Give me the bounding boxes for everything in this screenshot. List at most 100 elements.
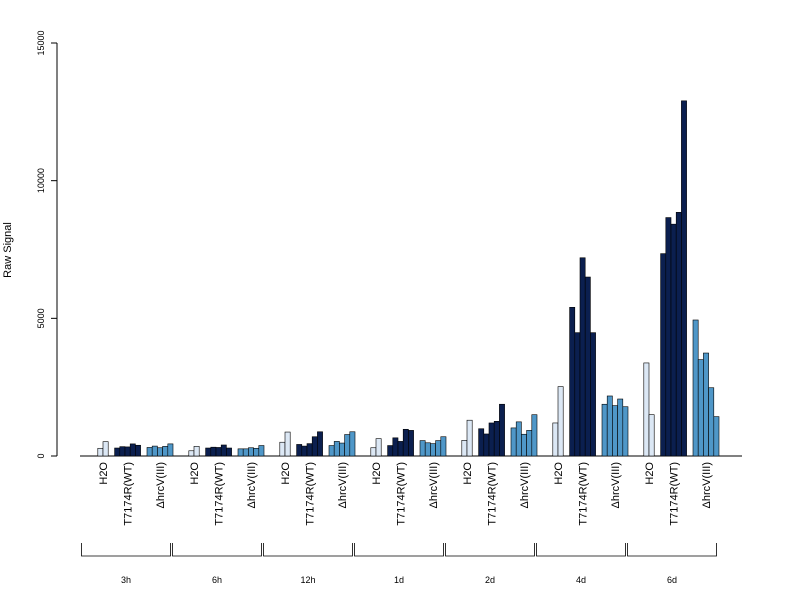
time-label: 1d — [394, 575, 404, 585]
y-tick-label: 0 — [36, 453, 46, 458]
bar-3h-1-4 — [135, 444, 141, 457]
bar-3h-1-2 — [124, 446, 131, 457]
subgroup-label: ΔhrcV(III) — [428, 462, 440, 508]
bar-1d-2-1 — [424, 442, 431, 457]
bar-1d-2-0 — [419, 440, 426, 457]
bars — [97, 100, 720, 457]
bar-1d-0-0 — [370, 447, 377, 457]
subgroup-label: H2O — [644, 462, 656, 485]
bar-3h-0-0 — [97, 447, 104, 457]
bar-6h-2-0 — [237, 448, 244, 457]
bar-2d-2-4 — [531, 414, 538, 457]
bar-6h-1-4 — [226, 447, 232, 457]
subgroup-label: ΔhrcV(III) — [337, 462, 349, 508]
bar-1d-2-3 — [435, 440, 442, 457]
bar-12h-2-4 — [349, 431, 356, 457]
bar-4d-1-3 — [584, 276, 591, 457]
bar-2d-2-2 — [521, 433, 527, 457]
y-axis-label: Raw Signal — [2, 222, 14, 278]
bar-6d-2-3 — [708, 387, 715, 457]
bar-4d-2-1 — [606, 395, 613, 457]
bar-3h-2-2 — [157, 447, 163, 457]
subgroup-labels: H2O T7174R(WT) ΔhrcV(III) H2O T7174R(WT) Δhrc… — [98, 462, 713, 526]
time-bracket — [263, 543, 353, 557]
bar-1d-1-3 — [402, 428, 409, 457]
bar-4d-2-4 — [622, 406, 629, 457]
bar-12h-2-3 — [344, 434, 351, 457]
bar-3h-1-3 — [129, 443, 136, 457]
bar-4d-2-3 — [617, 398, 624, 457]
time-label: 2d — [485, 575, 495, 585]
bar-3h-1-1 — [119, 446, 126, 457]
bar-4d-1-4 — [590, 332, 596, 457]
time-brackets: 3h 6h 12h 1d 2d 4d 6d — [81, 543, 717, 585]
bar-2d-1-3 — [493, 421, 500, 457]
bar-2d-1-2 — [488, 422, 495, 457]
time-bracket — [354, 543, 444, 557]
bar-2d-1-4 — [499, 403, 505, 457]
bar-1d-0-1 — [375, 438, 382, 457]
time-label: 6h — [212, 575, 222, 585]
bar-12h-2-2 — [339, 442, 345, 457]
bar-6h-2-4 — [258, 445, 265, 457]
subgroup-label: T7174R(WT) — [669, 462, 681, 526]
bar-2d-1-1 — [483, 433, 490, 457]
subgroup-label: ΔhrcV(III) — [610, 462, 622, 508]
bar-6h-2-3 — [253, 447, 260, 457]
subgroup-label: H2O — [98, 462, 110, 485]
bar-6d-1-3 — [675, 212, 682, 457]
subgroup-label: T7174R(WT) — [214, 462, 226, 526]
time-bracket — [627, 543, 717, 557]
bar-1d-1-2 — [397, 441, 404, 457]
time-bracket — [81, 543, 171, 557]
bar-6d-1-0 — [660, 253, 667, 457]
bar-12h-2-1 — [333, 441, 340, 457]
bar-4d-2-2 — [612, 405, 618, 457]
subgroup-label: H2O — [371, 462, 383, 485]
bar-12h-1-0 — [296, 444, 303, 457]
bar-1d-2-2 — [430, 443, 436, 457]
bar-4d-2-0 — [601, 403, 608, 457]
bar-4d-0-1 — [557, 386, 564, 457]
bar-12h-1-2 — [306, 443, 313, 457]
bar-6d-2-2 — [703, 352, 709, 457]
bar-3h-2-1 — [151, 445, 158, 457]
bar-12h-1-4 — [317, 431, 323, 457]
subgroup-label: T7174R(WT) — [396, 462, 408, 526]
bar-12h-0-1 — [284, 431, 291, 457]
bar-3h-0-1 — [102, 441, 109, 457]
bar-3h-2-3 — [162, 446, 169, 457]
y-axis: 0 5000 10000 15000 — [36, 30, 58, 459]
bar-3h-2-4 — [167, 443, 174, 457]
time-bracket — [445, 543, 535, 557]
bar-6h-1-2 — [215, 447, 222, 457]
subgroup-label: H2O — [189, 462, 201, 485]
subgroup-label: H2O — [553, 462, 565, 485]
bar-3h-2-0 — [146, 447, 153, 457]
bar-4d-0-0 — [552, 422, 559, 457]
y-tick-label: 15000 — [36, 30, 46, 55]
bar-6h-1-0 — [205, 447, 212, 457]
bar-4d-1-1 — [574, 332, 581, 457]
subgroup-label: ΔhrcV(III) — [519, 462, 531, 508]
bar-2d-2-0 — [510, 427, 517, 457]
bar-6h-2-1 — [242, 448, 249, 457]
bar-2d-0-0 — [461, 440, 468, 457]
subgroup-label: ΔhrcV(III) — [701, 462, 713, 508]
time-label: 4d — [576, 575, 586, 585]
bar-2d-2-3 — [526, 430, 533, 457]
bar-6h-1-3 — [220, 444, 227, 457]
bar-1d-2-4 — [440, 436, 447, 457]
time-label: 3h — [121, 575, 131, 585]
bar-6h-1-1 — [210, 446, 217, 457]
bar-6d-2-1 — [697, 359, 704, 457]
bar-2d-2-1 — [515, 421, 522, 457]
bar-6d-2-4 — [713, 416, 720, 457]
bar-6h-0-0 — [188, 450, 195, 457]
bar-1d-1-1 — [392, 437, 399, 457]
time-bracket — [536, 543, 626, 557]
subgroup-label: ΔhrcV(III) — [155, 462, 167, 508]
bar-6d-1-4 — [681, 100, 687, 457]
time-label: 12h — [300, 575, 315, 585]
